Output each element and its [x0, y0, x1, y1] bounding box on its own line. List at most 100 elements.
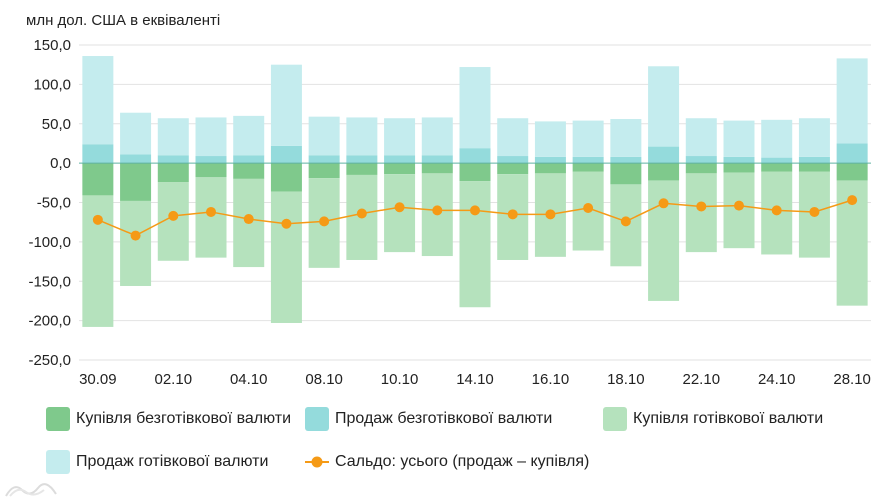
bar-buy-noncash: [497, 163, 529, 175]
bar-sell-noncash: [120, 154, 152, 164]
legend-label-balance: Сальдо: усього (продаж – купівля): [335, 453, 590, 470]
bar-buy-cash: [270, 191, 302, 323]
balance-point: [394, 202, 405, 213]
bar-sell-cash: [761, 119, 793, 158]
x-tick-label: 24.10: [758, 371, 796, 388]
bar-buy-noncash: [685, 163, 717, 174]
bar-sell-cash: [685, 118, 717, 157]
legend-item-buy-noncash[interactable]: Купівля безготівкової валюти: [46, 407, 291, 431]
bar-sell-cash: [195, 117, 227, 157]
y-tick-label: -200,0: [28, 313, 71, 330]
bar-sell-cash: [459, 67, 491, 149]
legend-label-buy-noncash: Купівля безготівкової валюти: [76, 410, 292, 427]
balance-point: [507, 209, 518, 220]
bar-sell-noncash: [685, 156, 717, 164]
balance-point: [281, 218, 292, 229]
bar-sell-noncash: [157, 155, 189, 164]
bar-sell-noncash: [534, 156, 566, 164]
bar-sell-noncash: [497, 156, 529, 164]
legend-item-balance[interactable]: Сальдо: усього (продаж – купівля): [305, 450, 589, 474]
legend-label-sell-noncash: Продаж безготівкової валюти: [335, 410, 553, 427]
bar-sell-cash: [798, 118, 830, 157]
bar-buy-noncash: [459, 163, 491, 182]
y-tick-label: -150,0: [28, 273, 71, 290]
bar-sell-noncash: [82, 144, 114, 164]
bar-sell-noncash: [610, 156, 642, 164]
bar-sell-cash: [836, 58, 868, 144]
y-tick-label: 50,0: [42, 116, 71, 133]
balance-point: [432, 205, 443, 216]
bar-sell-noncash: [233, 155, 265, 164]
bar-sell-cash: [534, 121, 566, 157]
legend-item-sell-noncash[interactable]: Продаж безготівкової валюти: [305, 407, 552, 431]
legend-item-sell-cash[interactable]: Продаж готівкової валюти: [46, 450, 268, 474]
bar-buy-noncash: [761, 163, 793, 172]
x-tick-label: 30.09: [79, 371, 117, 388]
bar-buy-cash: [120, 200, 152, 286]
balance-point: [545, 209, 556, 220]
bar-sell-noncash: [459, 148, 491, 164]
bar-sell-cash: [120, 112, 152, 155]
x-tick-label: 14.10: [456, 371, 494, 388]
balance-point: [356, 208, 367, 219]
bar-buy-cash: [195, 177, 227, 258]
bar-buy-noncash: [120, 163, 152, 201]
balance-line: [92, 195, 858, 241]
balance-point: [206, 206, 216, 217]
y-axis: 150,0 100,0 50,0 0,0 -50,0 -100,0 -150,0 -200,0…: [28, 37, 71, 369]
y-tick-label: -100,0: [28, 234, 71, 251]
x-tick-label: 08.10: [305, 371, 343, 388]
bar-buy-noncash: [157, 163, 189, 183]
bar-buy-noncash: [421, 163, 453, 174]
y-tick-label: 150,0: [33, 37, 71, 54]
bar-sell-cash: [384, 118, 416, 156]
bar-buy-noncash: [610, 163, 642, 185]
bar-sell-noncash: [572, 156, 604, 164]
bar-buy-noncash: [195, 163, 227, 178]
y-tick-label: -250,0: [28, 352, 71, 369]
bar-sell-noncash: [195, 156, 227, 164]
bar-sell-noncash: [270, 145, 302, 164]
bar-sell-noncash: [761, 157, 793, 164]
x-axis: 30.09 02.10 04.10 08.10 10.10 14.10 16.10 18.10…: [79, 359, 871, 388]
bar-sell-noncash: [836, 143, 868, 164]
bar-buy-noncash: [534, 163, 566, 174]
bar-buy-noncash: [648, 163, 680, 181]
x-tick-label: 22.10: [683, 371, 721, 388]
bar-buy-noncash: [233, 163, 265, 179]
bar-sell-cash: [308, 116, 340, 156]
balance-point: [92, 214, 103, 225]
balance-point: [771, 205, 782, 216]
legend-swatch-sell-cash: [46, 450, 70, 474]
legend-item-buy-cash[interactable]: Купівля готівкової валюти: [603, 407, 823, 431]
balance-point: [847, 195, 858, 206]
balance-point: [130, 230, 141, 241]
bar-sell-noncash: [346, 155, 378, 164]
bar-sell-cash: [610, 119, 642, 157]
bar-buy-noncash: [308, 163, 340, 179]
legend-swatch-sell-noncash: [305, 407, 329, 431]
bar-sell-noncash: [648, 146, 680, 164]
balance-point: [470, 205, 480, 216]
legend-label-sell-cash: Продаж готівкової валюти: [76, 453, 269, 470]
x-tick-label: 16.10: [532, 371, 570, 388]
balance-point: [168, 210, 179, 221]
legend-label-buy-cash: Купівля готівкової валюти: [633, 410, 824, 427]
x-tick-label: 10.10: [381, 371, 419, 388]
x-tick-label: 18.10: [607, 371, 645, 388]
balance-point: [696, 201, 707, 212]
bar-sell-cash: [723, 120, 755, 157]
balance-point: [734, 200, 744, 211]
bar-sell-cash: [346, 117, 378, 156]
bar-sell-cash: [648, 66, 680, 147]
bar-sell-noncash: [723, 156, 755, 164]
legend-swatch-buy-cash: [603, 407, 627, 431]
bar-sell-cash: [233, 115, 265, 156]
bar-sell-noncash: [421, 155, 453, 164]
x-tick-label: 02.10: [155, 371, 193, 388]
x-tick-label: 04.10: [230, 371, 268, 388]
bar-sell-cash: [497, 118, 529, 157]
bar-sell-cash: [421, 117, 453, 156]
